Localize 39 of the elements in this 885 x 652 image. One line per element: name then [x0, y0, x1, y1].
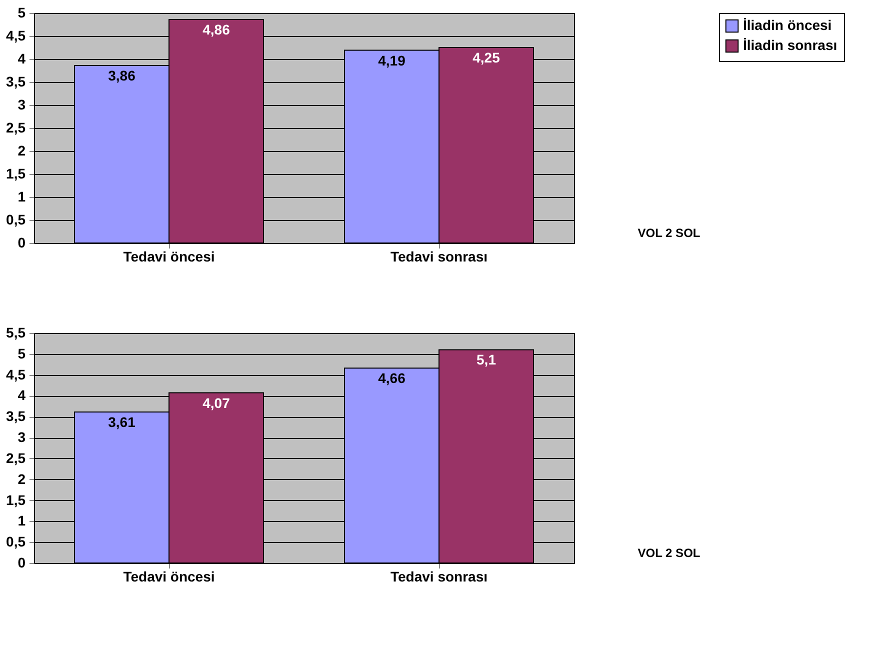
- x-tick-label: Tedavi öncesi: [123, 248, 215, 264]
- y-tick-label: 4: [18, 387, 26, 404]
- y-tick-label: 0,5: [6, 212, 26, 228]
- legend-label: İliadin sonrası: [743, 37, 838, 53]
- y-tick-label: 5: [18, 4, 26, 20]
- text: VOL 2 SOL: [638, 226, 700, 240]
- y-tick-label: 1,5: [6, 166, 26, 182]
- x-tick-label: Tedavi sonrası: [390, 568, 488, 584]
- y-tick-label: 2,5: [6, 450, 26, 466]
- y-tick-label: 1: [18, 512, 26, 529]
- y-tick-label: 4,5: [6, 366, 26, 382]
- data-label: 4,07: [202, 394, 230, 411]
- data-label: 4,66: [378, 370, 406, 386]
- data-label: 3,61: [108, 414, 136, 430]
- legend-label: İliadin öncesi: [743, 17, 832, 33]
- y-tick-label: 3: [18, 96, 26, 112]
- data-label: 4,25: [472, 50, 500, 66]
- y-tick-label: 0: [18, 234, 26, 250]
- y-tick-label: 1,5: [6, 492, 26, 508]
- x-tick-label: Tedavi öncesi: [123, 568, 215, 584]
- y-tick-label: 0,5: [6, 534, 26, 550]
- data-label: 4,19: [378, 52, 406, 68]
- y-tick-label: 0: [18, 554, 26, 570]
- y-tick-label: 2: [18, 470, 26, 487]
- y-tick-label: 3,5: [6, 408, 26, 424]
- y-tick-label: 3: [18, 429, 26, 446]
- y-tick-label: 5: [18, 345, 26, 362]
- data-label: 4,86: [202, 21, 230, 38]
- y-tick-label: 4: [18, 50, 26, 66]
- y-tick-label: 2,5: [6, 120, 26, 136]
- y-tick-label: 4,5: [6, 28, 26, 44]
- y-tick-label: 3,5: [6, 74, 26, 90]
- y-tick-label: 1: [18, 188, 26, 204]
- text: VOL 2 SOL: [638, 546, 700, 560]
- y-tick-label: 5,5: [6, 324, 26, 340]
- y-tick-label: 2: [18, 142, 26, 158]
- data-label: 3,86: [108, 67, 136, 84]
- data-label: 5,1: [476, 352, 496, 368]
- x-tick-label: Tedavi sonrası: [390, 248, 488, 264]
